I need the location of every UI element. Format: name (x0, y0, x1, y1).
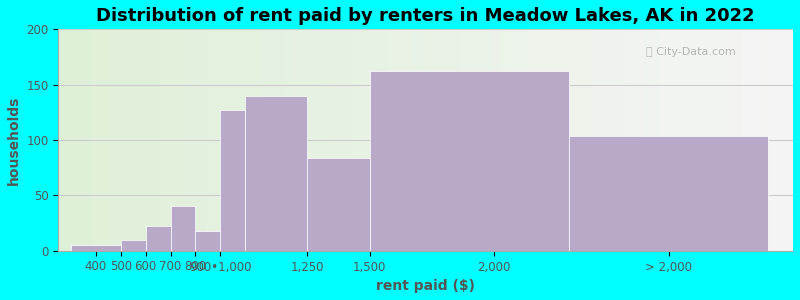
Bar (246, 96, 307, 251)
Bar (220, 110, 246, 251)
Bar (569, 136, 768, 251)
Bar (71, 245, 121, 251)
Bar (121, 240, 146, 251)
Title: Distribution of rent paid by renters in Meadow Lakes, AK in 2022: Distribution of rent paid by renters in … (97, 7, 755, 25)
Bar (195, 231, 220, 251)
Bar (370, 71, 569, 251)
Y-axis label: households: households (7, 95, 21, 185)
Bar (307, 158, 370, 251)
Text: ⓘ City-Data.com: ⓘ City-Data.com (646, 47, 736, 57)
Bar (146, 226, 170, 251)
Bar (170, 206, 195, 251)
X-axis label: rent paid ($): rent paid ($) (376, 279, 475, 293)
